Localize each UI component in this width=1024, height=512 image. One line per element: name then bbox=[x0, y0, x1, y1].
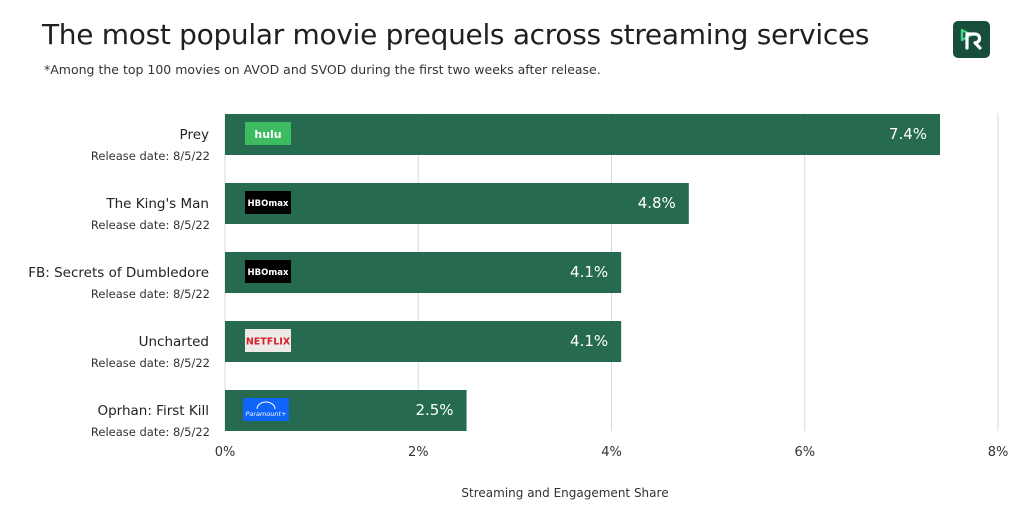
category-label: Uncharted bbox=[139, 334, 209, 350]
netflix-logo-icon bbox=[245, 329, 291, 352]
chart-subtitle: *Among the top 100 movies on AVOD and SV… bbox=[44, 62, 601, 77]
category-label: FB: Secrets of Dumbledore bbox=[28, 265, 209, 281]
release-date-label: Release date: 8/5/22 bbox=[91, 425, 210, 439]
x-tick-label: 4% bbox=[601, 445, 622, 460]
release-date-label: Release date: 8/5/22 bbox=[91, 287, 210, 301]
hbomax-logo-icon bbox=[245, 191, 291, 214]
x-tick-label: 8% bbox=[988, 445, 1009, 460]
hulu-logo-text: hulu bbox=[254, 128, 281, 141]
value-label: 2.5% bbox=[415, 401, 453, 419]
x-axis-title: Streaming and Engagement Share bbox=[461, 486, 669, 500]
value-label: 7.4% bbox=[889, 125, 927, 143]
category-label: The King's Man bbox=[105, 196, 209, 212]
x-tick-label: 0% bbox=[215, 445, 236, 460]
paramount-logo-icon bbox=[243, 398, 289, 421]
category-label: Prey bbox=[180, 127, 209, 143]
release-date-label: Release date: 8/5/22 bbox=[91, 149, 210, 163]
hulu-logo-icon bbox=[245, 122, 291, 145]
x-tick-label: 2% bbox=[408, 445, 429, 460]
bar bbox=[225, 183, 689, 224]
bar bbox=[225, 252, 622, 293]
reelgood-logo-icon bbox=[953, 21, 990, 58]
hbomax-logo-icon bbox=[245, 260, 291, 283]
release-date-label: Release date: 8/5/22 bbox=[91, 356, 210, 370]
netflix-logo-text: NETFLIX bbox=[246, 337, 291, 348]
x-tick-label: 6% bbox=[794, 445, 815, 460]
value-label: 4.1% bbox=[570, 263, 608, 281]
hbomax-logo-text: HBOmax bbox=[248, 199, 289, 209]
bar bbox=[225, 114, 941, 155]
hbomax-logo-text: HBOmax bbox=[248, 268, 289, 278]
bar bbox=[225, 321, 622, 362]
paramount-mountain-icon bbox=[256, 401, 276, 410]
paramount-logo-text: Paramount+ bbox=[245, 410, 286, 418]
category-label: Oprhan: First Kill bbox=[97, 403, 209, 419]
release-date-label: Release date: 8/5/22 bbox=[91, 218, 210, 232]
value-label: 4.8% bbox=[638, 194, 676, 212]
value-label: 4.1% bbox=[570, 332, 608, 350]
chart-title: The most popular movie prequels across s… bbox=[42, 18, 870, 51]
